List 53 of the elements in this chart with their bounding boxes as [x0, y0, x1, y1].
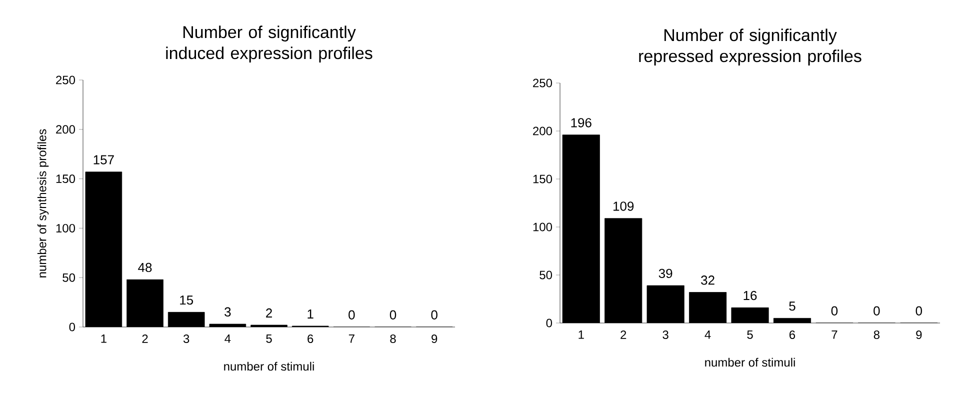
data-label: 0	[390, 310, 396, 320]
y-tick-label: 0	[69, 322, 76, 332]
data-label: 3	[224, 307, 231, 317]
x-tick-label: 1	[101, 334, 106, 343]
data-label: 109	[613, 202, 634, 211]
y-axis-title: number of synthesis profiles	[37, 129, 49, 278]
data-label: 2	[266, 308, 272, 318]
data-label: 15	[180, 296, 194, 305]
y-tick-label: 200	[56, 125, 76, 134]
data-label: 0	[916, 306, 922, 316]
y-tick-label: 100	[533, 222, 552, 232]
x-axis-title: number of stimuli	[224, 362, 314, 371]
y-tick-label: 250	[56, 76, 76, 84]
x-tick-label: 5	[747, 330, 753, 339]
y-tick-label: 50	[540, 270, 552, 280]
chart-title: Number of significantly induced expression profiles	[166, 26, 372, 63]
data-label: 157	[94, 155, 114, 164]
y-tick-label: 150	[56, 174, 76, 184]
x-tick-label: 9	[916, 330, 922, 340]
x-tick-label: 9	[432, 334, 438, 344]
y-tick-label: 200	[533, 126, 552, 136]
x-tick-label: 3	[183, 334, 190, 344]
y-tick-label: 50	[62, 273, 76, 282]
x-tick-label: 8	[874, 330, 880, 340]
data-label: 196	[571, 118, 592, 128]
x-tick-label: 2	[142, 334, 148, 343]
x-tick-label: 7	[832, 330, 838, 339]
x-tick-label: 3	[662, 330, 668, 340]
x-axis-title: number of stimuli	[705, 358, 795, 367]
data-label: 39	[658, 268, 672, 278]
x-tick-label: 4	[224, 334, 231, 343]
data-label: 32	[701, 276, 714, 285]
y-tick-label: 0	[546, 318, 552, 328]
chart-title: Number of significantly repressed expression profiles	[639, 28, 862, 66]
x-tick-label: 4	[704, 330, 711, 339]
data-label: 0	[348, 310, 355, 320]
x-tick-label: 1	[578, 330, 584, 339]
data-label: 48	[138, 262, 152, 272]
x-tick-label: 6	[790, 330, 796, 340]
x-tick-label: 5	[266, 334, 272, 343]
y-tick-label: 150	[533, 174, 552, 184]
x-tick-label: 7	[348, 334, 354, 343]
x-tick-label: 8	[390, 334, 396, 344]
data-label: 16	[744, 290, 757, 300]
x-tick-label: 2	[620, 330, 626, 339]
data-label: 0	[874, 306, 880, 316]
x-tick-label: 6	[308, 334, 314, 344]
data-label: 0	[831, 306, 838, 316]
data-label: 5	[789, 302, 796, 311]
data-label: 0	[431, 310, 438, 320]
y-tick-label: 100	[56, 224, 76, 232]
data-label: 1	[308, 310, 314, 318]
y-tick-label: 250	[533, 78, 552, 88]
